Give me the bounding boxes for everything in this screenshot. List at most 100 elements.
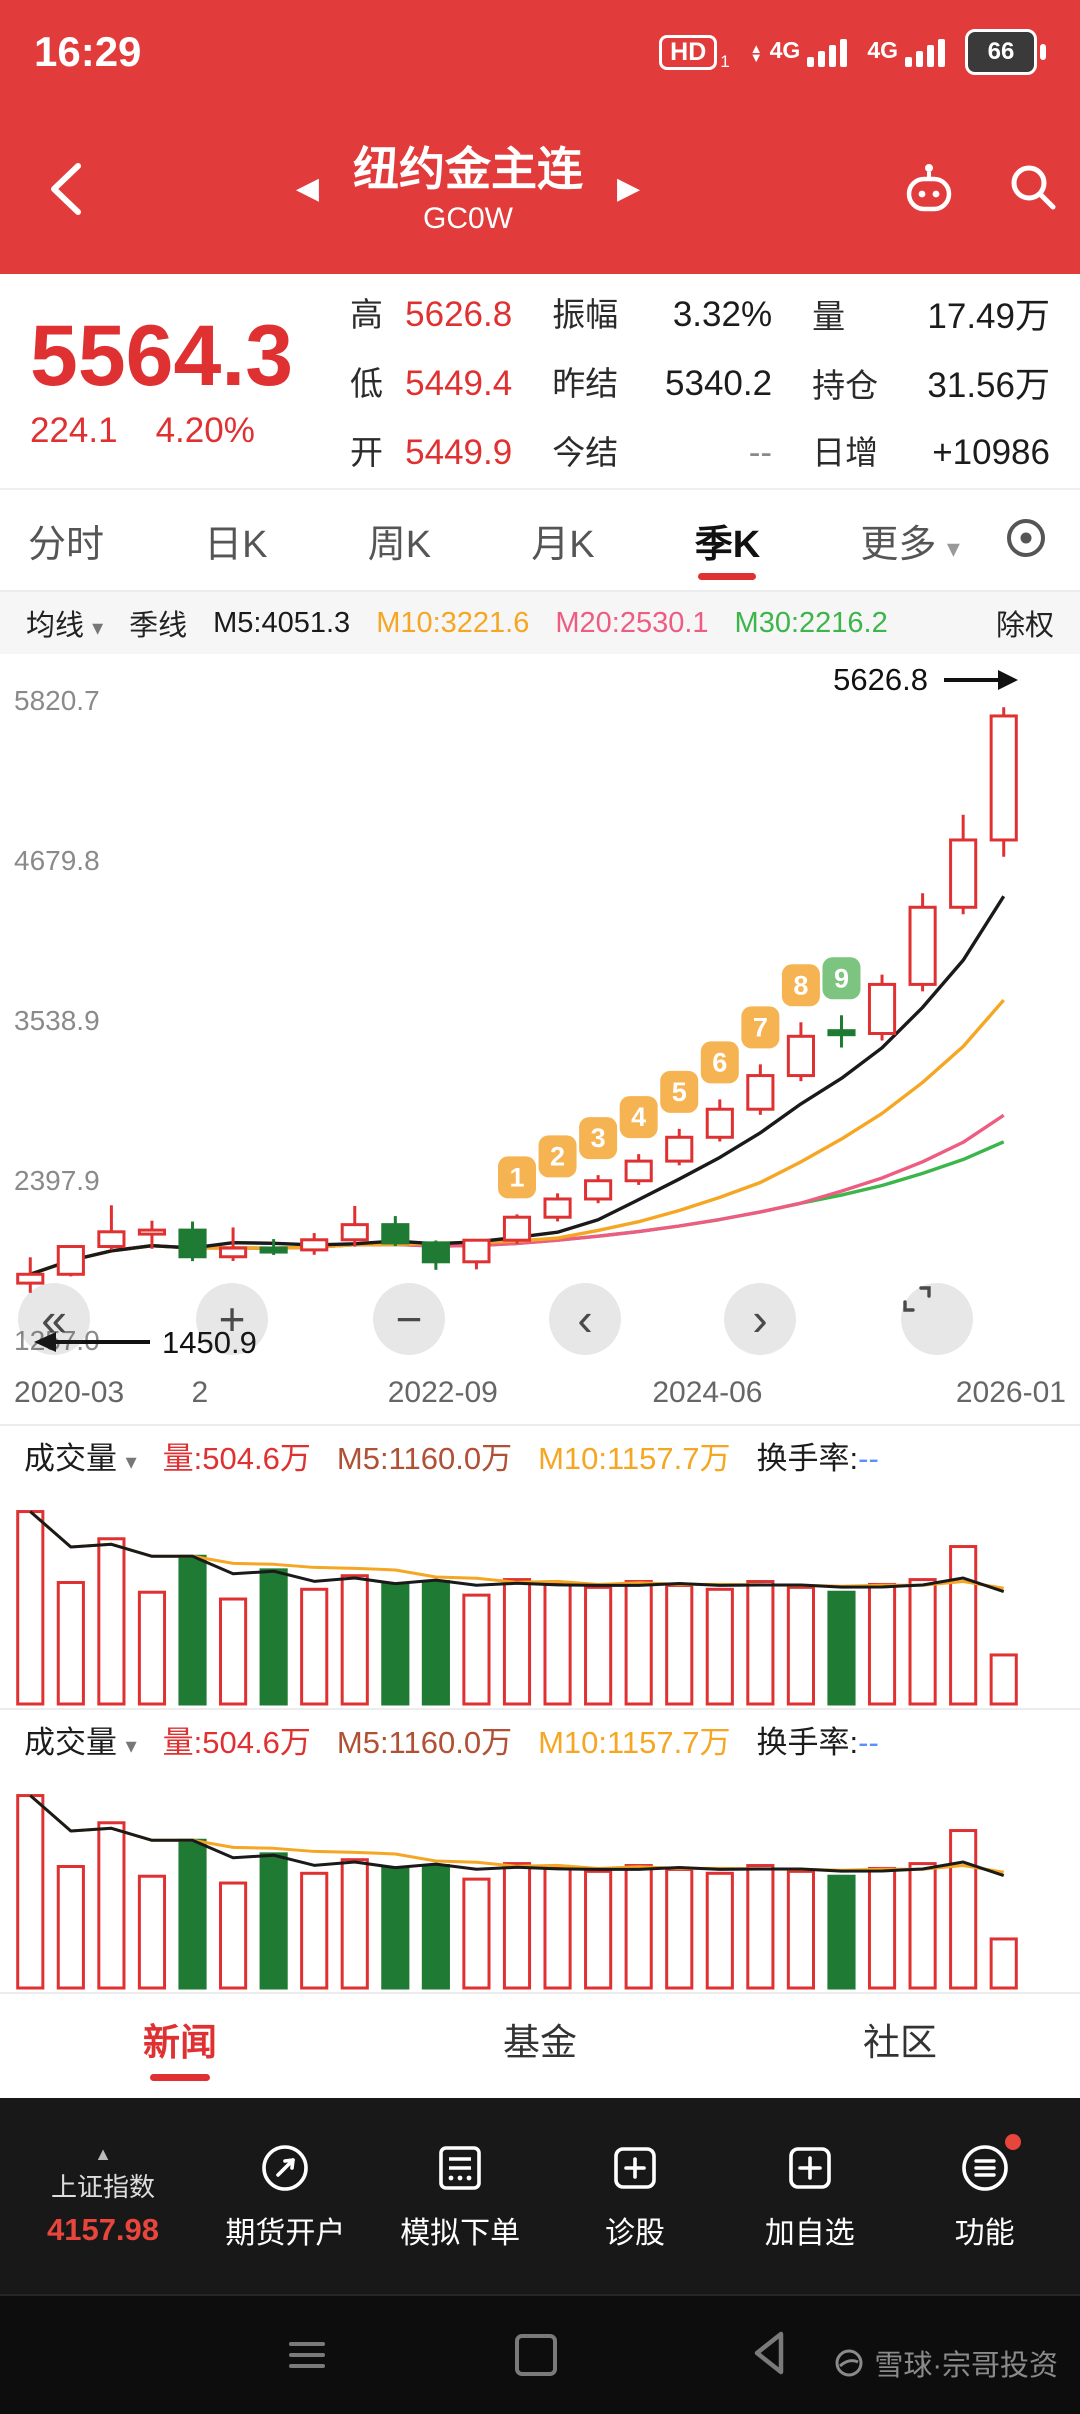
compass-icon [257,2140,313,2196]
action-加自选[interactable]: 加自选 [722,2140,897,2252]
notification-dot [1004,2134,1021,2150]
fullscreen-icon [903,1286,931,1312]
pan-right-button[interactable]: › [724,1283,796,1355]
xueqiu-logo-icon [835,2349,863,2377]
chevron-down-icon: ▾ [125,1448,137,1474]
quote-stat-昨结: 昨结 5340.2 [552,364,773,403]
change-value: 224.1 [30,411,118,451]
title-zone: ◀ 纽约金主连 GC0W ▶ [114,142,822,235]
price-change: 224.1 4.20% [30,411,350,451]
volume-m5: M5:1160.0万 [336,1724,513,1760]
tab-分时[interactable]: 分时 [28,523,105,566]
title-block: 纽约金主连 GC0W [353,142,583,235]
assistant-robot-icon[interactable] [898,156,960,223]
svg-text:4: 4 [631,1102,646,1132]
volume-header: 成交量 ▾ 量:504.6万 M5:1160.0万 M10:1157.7万 换手… [0,1710,1080,1768]
zoom-out-button[interactable]: − [373,1283,445,1355]
indicator-bar: 均线 ▾ 季线 M5:4051.3 M10:3221.6 M20:2530.1 M30… [0,592,1080,654]
chevron-up-icon: ▲ [94,2143,112,2164]
add-watchlist-icon [782,2140,838,2196]
volume-selector[interactable]: 成交量 ▾ [24,1440,137,1476]
tab-周K[interactable]: 周K [367,523,432,566]
quote-stats: 高 5626.8 振幅 3.32% 量 17.49万低 5449.4 昨结 5340.2 持仓 31… [350,288,1050,474]
svg-text:1450.9: 1450.9 [162,1325,257,1360]
quote-stat-量: 量 17.49万 [812,297,1050,336]
volume-m5: M5:1160.0万 [336,1440,513,1476]
action-bar: ▲ 上证指数 4157.98 期货开户 模拟下单 诊股 加自选 功能 [0,2098,1080,2294]
quote-stat-持仓: 持仓 31.56万 [812,366,1050,405]
top-red-area: 16:29 HD 1 ▲ ▼ 4G 4G 66 [0,0,1080,274]
signal-sim2-icon: 4G [867,37,945,67]
index-quote-button[interactable]: ▲ 上证指数 4157.98 [8,2145,198,2248]
chart-settings-icon[interactable] [1000,512,1052,569]
volume-value: 量:504.6万 [162,1440,311,1476]
status-icons: HD 1 ▲ ▼ 4G 4G 66 [659,29,1046,75]
period-tab-row: 分时 日K 周K 月K 季K 更多 ▾ [0,490,1080,592]
volume-bars-svg [16,1794,1018,1990]
back-button[interactable] [18,129,114,249]
volume-selector[interactable]: 成交量 ▾ [24,1724,137,1760]
search-icon[interactable] [1004,158,1062,221]
home-square-icon[interactable] [515,2334,557,2376]
features-icon [957,2134,1021,2196]
hd-volte-icon: HD 1 [659,34,730,70]
ma-selector[interactable]: 均线 ▾ [26,610,104,642]
battery-icon: 66 [965,29,1046,75]
quote-panel: 5564.3 224.1 4.20% 高 5626.8 振幅 3.32% 量 17.49万… [0,274,1080,490]
svg-text:2: 2 [550,1141,565,1171]
chevron-left-icon [51,163,81,215]
svg-text:5820.7: 5820.7 [14,685,100,716]
ma-value: M5:4051.3 [213,606,351,639]
tab-月K[interactable]: 月K [531,523,595,566]
zoom-out-fast-button[interactable]: « [18,1283,90,1355]
svg-text:7: 7 [753,1012,768,1042]
action-items: 期货开户 模拟下单 诊股 加自选 功能 [198,2134,1072,2252]
svg-text:6: 6 [712,1047,727,1077]
tab-日K[interactable]: 日K [204,523,268,566]
content-tab-新闻[interactable]: 新闻 [0,1994,360,2098]
change-percent: 4.20% [155,411,255,451]
quote-stat-今结: 今结 -- [552,433,773,472]
next-contract-button[interactable]: ▶ [617,172,641,205]
menu-lines-icon[interactable] [289,2335,325,2375]
content-tabs: 新闻 基金 社区 [0,1992,1080,2098]
tab-更多[interactable]: 更多 ▾ [860,523,960,566]
volume-pane-2[interactable]: 成交量 ▾ 量:504.6万 M5:1160.0万 M10:1157.7万 换手… [0,1708,1080,1992]
period-tabs: 分时 日K 周K 月K 季K 更多 ▾ [28,490,960,590]
ma-value: M10:3221.6 [376,606,530,639]
content-tab-基金[interactable]: 基金 [503,2021,577,2063]
quote-stat-开: 开 5449.9 [350,433,513,472]
last-price: 5564.3 [30,307,294,404]
ma-period-label: 季线 [129,610,188,642]
action-模拟下单[interactable]: 模拟下单 [373,2140,548,2252]
svg-text:1: 1 [509,1162,524,1192]
volume-m10: M10:1157.7万 [538,1724,731,1760]
back-triangle-icon[interactable] [747,2328,791,2383]
zoom-in-button[interactable]: + [196,1283,268,1355]
svg-text:5: 5 [672,1077,687,1107]
main-candlestick-chart[interactable]: 5820.7 4679.8 3538.9 2397.9 1257.0 1 2 3 4 5 6 7 8 9 5… [0,654,1080,1370]
quote-stat-低: 低 5449.4 [350,364,513,403]
fullscreen-button[interactable] [901,1283,973,1355]
volume-m10: M10:1157.7万 [538,1440,731,1476]
action-功能[interactable]: 功能 [897,2134,1072,2252]
turnover: 换手率:-- [756,1440,879,1476]
pan-left-button[interactable]: ‹ [549,1283,621,1355]
prev-contract-button[interactable]: ◀ [295,172,319,205]
action-诊股[interactable]: 诊股 [548,2140,723,2252]
svg-text:3538.9: 3538.9 [14,1005,100,1036]
content-tab-社区[interactable]: 社区 [863,2021,937,2063]
action-期货开户[interactable]: 期货开户 [198,2140,373,2252]
diagnose-icon [607,2140,663,2196]
ma-value: M30:2216.2 [734,606,888,639]
quote-stat-振幅: 振幅 3.32% [552,295,773,334]
volume-pane-1[interactable]: 成交量 ▾ 量:504.6万 M5:1160.0万 M10:1157.7万 换手… [0,1424,1080,1708]
volume-value: 量:504.6万 [162,1724,311,1760]
data-arrows-icon: ▲ ▼ [749,40,763,66]
turnover: 换手率:-- [756,1724,879,1760]
x-axis-label: 2 [191,1376,209,1409]
clock: 16:29 [34,28,142,75]
svg-text:8: 8 [793,970,808,1000]
exright-toggle[interactable]: 除权 [995,610,1054,642]
tab-季K[interactable]: 季K [695,490,760,590]
